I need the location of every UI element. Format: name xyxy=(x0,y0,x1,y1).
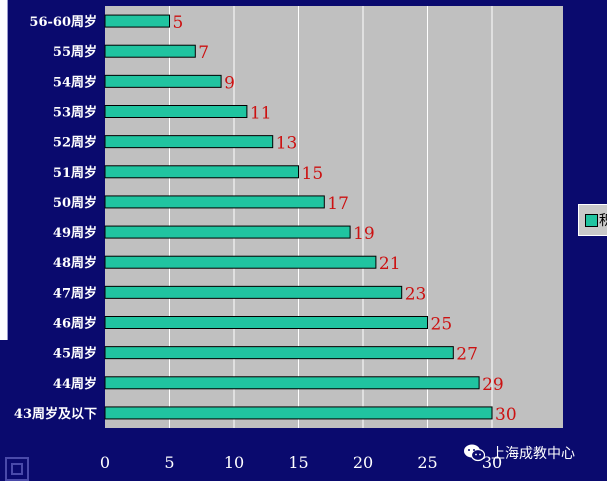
bar xyxy=(104,105,248,118)
category-label: 56-60周岁 xyxy=(29,14,97,30)
x-tick-label: 25 xyxy=(417,453,437,472)
x-tick-label: 15 xyxy=(288,453,308,472)
bar xyxy=(104,225,351,239)
bar xyxy=(104,406,493,420)
wechat-icon xyxy=(464,444,485,462)
value-label: 30 xyxy=(495,405,517,425)
bar xyxy=(104,165,299,179)
bar xyxy=(104,135,274,149)
value-label: 25 xyxy=(431,315,453,335)
category-label: 49周岁 xyxy=(53,225,97,241)
value-label: 15 xyxy=(302,164,324,184)
category-label: 54周岁 xyxy=(53,74,97,90)
category-label: 52周岁 xyxy=(53,135,97,151)
legend-label: 积 xyxy=(599,213,607,229)
category-label: 43周岁及以下 xyxy=(14,406,97,422)
x-tick-label: 20 xyxy=(353,453,373,472)
x-tick-label: 0 xyxy=(100,453,110,472)
legend: 积 xyxy=(578,204,607,236)
legend-swatch xyxy=(585,214,598,227)
bar xyxy=(104,346,454,360)
value-label: 27 xyxy=(456,345,478,365)
value-label: 19 xyxy=(353,224,375,244)
category-label: 55周岁 xyxy=(53,44,97,60)
bar xyxy=(104,255,377,269)
category-label: 48周岁 xyxy=(53,255,97,271)
x-tick-label: 10 xyxy=(224,453,244,472)
value-label: 17 xyxy=(327,194,349,214)
watermark-text: 上海成教中心 xyxy=(491,446,575,462)
corner-decoration xyxy=(5,457,29,481)
bar xyxy=(104,285,403,299)
value-label: 23 xyxy=(405,284,427,304)
category-label: 53周岁 xyxy=(53,105,97,121)
value-label: 11 xyxy=(250,104,272,124)
category-label: 44周岁 xyxy=(53,376,97,392)
category-label: 50周岁 xyxy=(53,195,97,211)
bar xyxy=(104,316,428,329)
value-label: 5 xyxy=(173,13,184,33)
x-tick-label: 5 xyxy=(164,453,174,472)
bar xyxy=(104,14,170,28)
value-label: 29 xyxy=(482,375,504,395)
category-label: 47周岁 xyxy=(53,285,97,301)
window-edge xyxy=(0,0,8,340)
value-label: 7 xyxy=(198,43,209,63)
value-label: 13 xyxy=(276,134,298,154)
bar xyxy=(104,376,480,390)
watermark: 上海成教中心 xyxy=(463,441,575,465)
value-label: 21 xyxy=(379,254,401,274)
bar xyxy=(104,74,222,88)
category-label: 46周岁 xyxy=(53,316,97,332)
category-label: 51周岁 xyxy=(53,165,97,181)
bar xyxy=(104,195,325,209)
category-label: 45周岁 xyxy=(53,346,97,362)
x-tick-label: 30 xyxy=(482,453,502,472)
bar xyxy=(104,44,196,58)
value-label: 9 xyxy=(224,73,235,93)
